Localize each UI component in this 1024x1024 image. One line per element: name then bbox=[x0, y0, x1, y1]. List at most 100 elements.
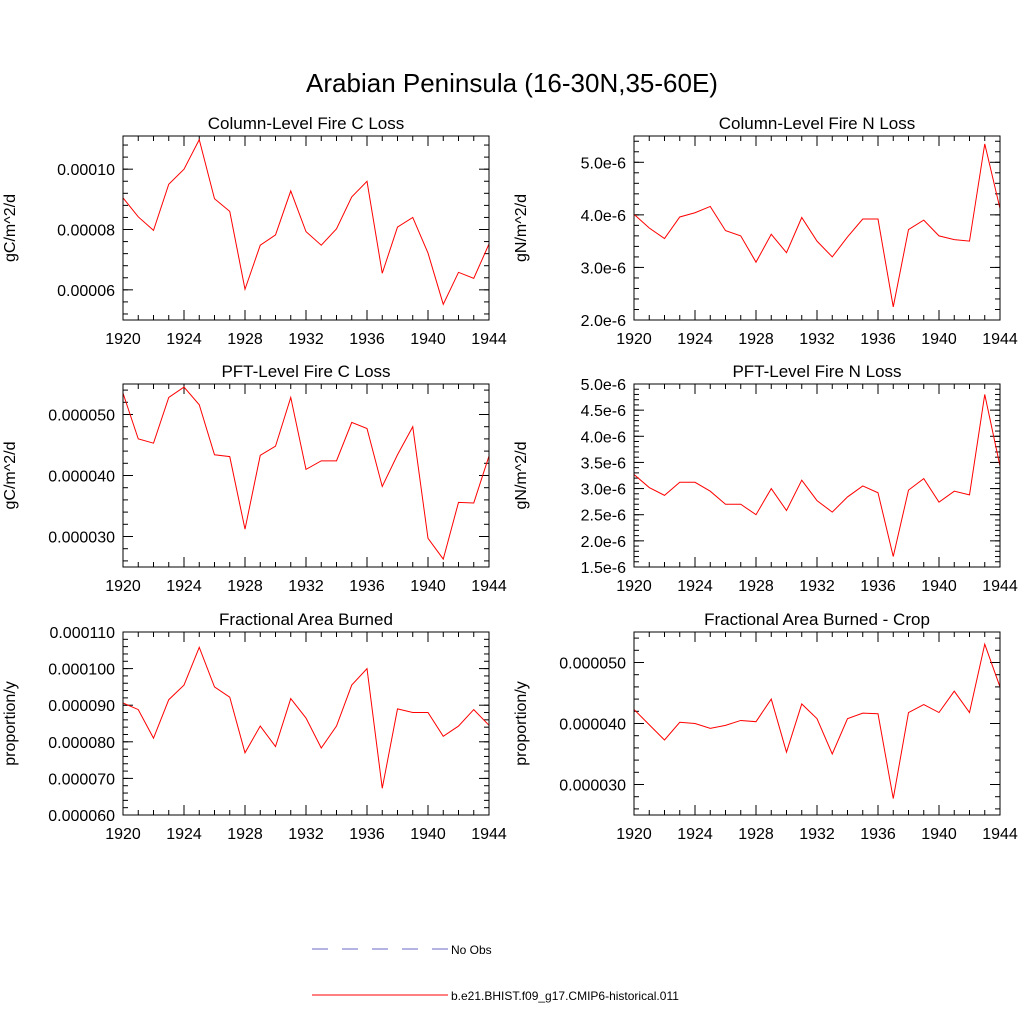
legend: No Obs b.e21.BHIST.f09_g17.CMIP6-historic… bbox=[312, 943, 679, 1003]
x-tick-label: 1932 bbox=[799, 578, 835, 595]
x-tick-label: 1936 bbox=[860, 331, 896, 348]
chart-panel: Column-Level Fire C Loss 1920 1924 1928 1932… bbox=[2, 114, 507, 348]
x-tick-label: 1924 bbox=[166, 331, 202, 348]
y-tick-label: 3.0e-6 bbox=[581, 482, 626, 499]
chart-title: PFT-Level Fire C Loss bbox=[221, 362, 390, 381]
y-axis-label: gN/m^2/d bbox=[513, 194, 530, 262]
plot-frame bbox=[633, 383, 1001, 568]
x-tick-label: 1936 bbox=[860, 826, 896, 843]
x-tick-label: 1924 bbox=[166, 826, 202, 843]
y-axis-label: gN/m^2/d bbox=[513, 442, 530, 510]
x-tick-label: 1920 bbox=[616, 578, 652, 595]
y-tick-label: 3.0e-6 bbox=[581, 260, 626, 277]
x-tick-label: 1936 bbox=[860, 578, 896, 595]
x-tick-label: 1932 bbox=[799, 331, 835, 348]
series-line bbox=[123, 646, 489, 789]
y-tick-label: 0.00010 bbox=[57, 162, 115, 179]
x-tick-label: 1928 bbox=[227, 331, 263, 348]
y-tick-label: 5.0e-6 bbox=[581, 155, 626, 172]
page-title: Arabian Peninsula (16-30N,35-60E) bbox=[306, 68, 718, 98]
x-tick-label: 1940 bbox=[410, 331, 446, 348]
chart-title: Fractional Area Burned bbox=[219, 610, 393, 629]
legend-label: No Obs bbox=[451, 943, 492, 957]
series-line bbox=[634, 642, 1000, 799]
y-axis-label: gC/m^2/d bbox=[2, 442, 19, 510]
plot-frame bbox=[122, 631, 490, 816]
x-tick-label: 1932 bbox=[288, 826, 324, 843]
y-tick-label: 0.00008 bbox=[57, 223, 115, 240]
y-tick-label: 4.0e-6 bbox=[581, 208, 626, 225]
x-tick-label: 1940 bbox=[921, 826, 957, 843]
series-group bbox=[634, 394, 1000, 557]
plot-frame bbox=[633, 631, 1001, 816]
series-group bbox=[634, 143, 1000, 307]
y-tick-label: 0.000030 bbox=[48, 530, 115, 547]
series-line bbox=[123, 386, 489, 561]
y-tick-label: 0.000070 bbox=[48, 771, 115, 788]
x-tick-label: 1944 bbox=[471, 578, 507, 595]
chart-panel: Fractional Area Burned 1920 1924 1928 1932 19… bbox=[2, 610, 507, 843]
legend-label: b.e21.BHIST.f09_g17.CMIP6-historical.011 bbox=[451, 989, 679, 1003]
series-group bbox=[123, 646, 489, 789]
chart-title: Column-Level Fire N Loss bbox=[719, 114, 916, 133]
y-tick-label: 5.0e-6 bbox=[581, 377, 626, 394]
y-tick-label: 2.0e-6 bbox=[581, 534, 626, 551]
y-axis-label: gC/m^2/d bbox=[2, 194, 19, 262]
x-tick-label: 1924 bbox=[677, 578, 713, 595]
y-tick-label: 0.000050 bbox=[559, 656, 626, 673]
x-tick-label: 1924 bbox=[166, 578, 202, 595]
chart-title: Column-Level Fire C Loss bbox=[208, 114, 405, 133]
y-tick-label: 3.5e-6 bbox=[581, 455, 626, 472]
series-group bbox=[634, 642, 1000, 799]
y-tick-label: 0.000030 bbox=[559, 778, 626, 795]
series-group bbox=[123, 138, 489, 306]
x-tick-label: 1940 bbox=[410, 578, 446, 595]
y-axis-label: proportion/y bbox=[513, 681, 530, 766]
x-tick-label: 1928 bbox=[227, 826, 263, 843]
x-tick-label: 1944 bbox=[982, 826, 1018, 843]
y-tick-label: 2.0e-6 bbox=[581, 313, 626, 330]
y-tick-label: 0.000090 bbox=[48, 698, 115, 715]
y-tick-label: 0.000040 bbox=[559, 717, 626, 734]
chart-panel: Fractional Area Burned - Crop 1920 1924 192… bbox=[513, 610, 1018, 843]
x-tick-label: 1932 bbox=[288, 578, 324, 595]
x-tick-label: 1932 bbox=[799, 826, 835, 843]
y-tick-label: 1.5e-6 bbox=[581, 560, 626, 577]
y-tick-label: 0.000100 bbox=[48, 662, 115, 679]
y-tick-label: 4.0e-6 bbox=[581, 429, 626, 446]
x-tick-label: 1920 bbox=[105, 578, 141, 595]
x-tick-label: 1932 bbox=[288, 331, 324, 348]
y-tick-label: 2.5e-6 bbox=[581, 508, 626, 525]
x-tick-label: 1940 bbox=[921, 578, 957, 595]
x-tick-label: 1944 bbox=[982, 331, 1018, 348]
chart-panel: PFT-Level Fire C Loss 1920 1924 1928 1932 193… bbox=[2, 362, 507, 595]
x-tick-label: 1944 bbox=[471, 826, 507, 843]
y-tick-label: 0.000050 bbox=[48, 408, 115, 425]
x-tick-label: 1928 bbox=[738, 331, 774, 348]
x-tick-label: 1936 bbox=[349, 331, 385, 348]
y-tick-label: 0.000040 bbox=[48, 469, 115, 486]
chart-title: PFT-Level Fire N Loss bbox=[732, 362, 901, 381]
y-axis-label: proportion/y bbox=[2, 681, 19, 766]
y-tick-label: 0.000060 bbox=[48, 808, 115, 825]
chart-panel: Column-Level Fire N Loss 1920 1924 1928 1932… bbox=[513, 114, 1018, 348]
x-tick-label: 1928 bbox=[227, 578, 263, 595]
y-tick-label: 4.5e-6 bbox=[581, 403, 626, 420]
y-tick-label: 0.000080 bbox=[48, 735, 115, 752]
x-tick-label: 1944 bbox=[982, 578, 1018, 595]
chart-panel: PFT-Level Fire N Loss 1920 1924 1928 1932 193… bbox=[513, 362, 1018, 595]
series-line bbox=[634, 394, 1000, 557]
plot-frame bbox=[122, 135, 490, 321]
x-tick-label: 1920 bbox=[616, 331, 652, 348]
x-tick-label: 1936 bbox=[349, 578, 385, 595]
x-tick-label: 1928 bbox=[738, 578, 774, 595]
x-tick-label: 1928 bbox=[738, 826, 774, 843]
x-tick-label: 1944 bbox=[471, 331, 507, 348]
x-tick-label: 1940 bbox=[410, 826, 446, 843]
chart-title: Fractional Area Burned - Crop bbox=[704, 610, 930, 629]
y-tick-label: 0.000110 bbox=[49, 625, 115, 642]
series-line bbox=[634, 143, 1000, 307]
plot-frame bbox=[633, 135, 1001, 321]
plot-frame bbox=[122, 383, 490, 568]
